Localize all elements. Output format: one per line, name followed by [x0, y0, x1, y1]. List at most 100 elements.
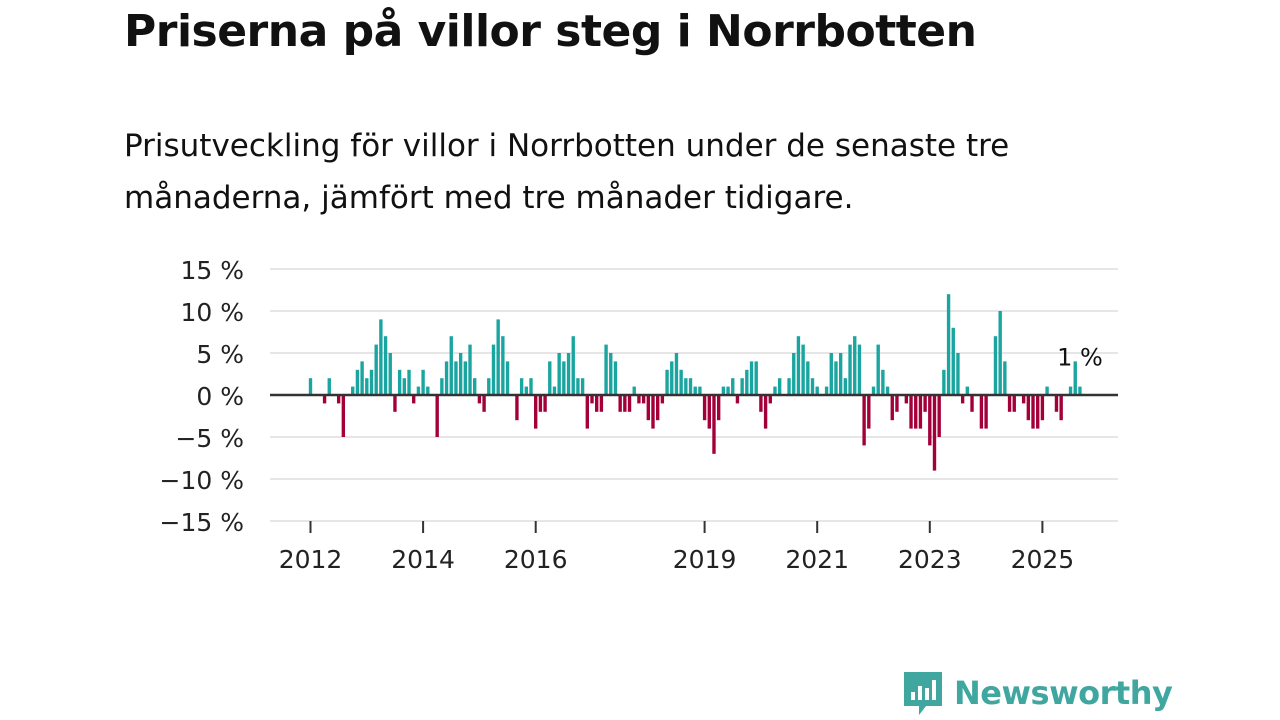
bar: [1031, 395, 1035, 429]
bar: [341, 395, 346, 437]
bar: [1007, 395, 1012, 412]
bar: [552, 386, 557, 395]
bar: [1059, 395, 1063, 421]
bar: [496, 319, 500, 395]
brand-name: Newsworthy: [954, 674, 1173, 712]
bar: [1036, 395, 1040, 429]
bar: [365, 378, 369, 395]
bar: [951, 327, 955, 395]
bar: [848, 344, 852, 395]
chart-subtitle: Prisutveckling för villor i Norrbotten u…: [124, 128, 1010, 216]
x-tick-label: 2023: [898, 545, 962, 574]
bar: [351, 386, 355, 395]
bar: [942, 369, 946, 395]
x-tick-label: 2014: [391, 545, 455, 574]
bar: [454, 361, 458, 395]
bar: [698, 386, 702, 395]
bar: [379, 319, 383, 395]
bar: [407, 369, 411, 395]
bar: [688, 378, 693, 395]
bar: [585, 395, 589, 429]
y-tick-label: 5 %: [196, 340, 244, 369]
bar: [731, 378, 735, 395]
bar: [909, 395, 913, 429]
bar: [355, 369, 360, 395]
bar: [979, 395, 984, 429]
bar: [1073, 361, 1077, 395]
bar: [383, 336, 388, 395]
bar: [374, 344, 378, 395]
bar: [1040, 395, 1045, 421]
bar: [796, 336, 801, 395]
brand-logo[interactable]: Newsworthy: [902, 668, 1173, 718]
bar: [838, 353, 843, 395]
bar-chart: 15 % 10 % 5 % 0 % −5 % −10 % −15 % 2012 2014 2016…: [160, 256, 1118, 574]
bar: [792, 353, 796, 395]
bar: [918, 395, 923, 429]
bar: [1021, 395, 1026, 404]
y-tick-label: −10 %: [160, 466, 244, 495]
y-tick-label: −15 %: [160, 508, 244, 537]
bar: [449, 336, 453, 395]
bar: [890, 395, 894, 421]
page-title: Priserna på villor steg i Norrbotten: [124, 6, 977, 57]
bar: [871, 386, 876, 395]
bar: [435, 395, 439, 437]
bar: [655, 395, 660, 421]
bar: [524, 386, 529, 395]
bar: [998, 311, 1002, 395]
bar: [529, 378, 533, 395]
bar: [463, 361, 468, 395]
bar: [618, 395, 622, 412]
bar: [824, 386, 829, 395]
bar: [745, 369, 749, 395]
bar: [458, 353, 463, 395]
bar: [843, 378, 848, 395]
bar: [557, 353, 561, 395]
bar: [937, 395, 941, 437]
bar: [735, 395, 740, 404]
bar: [336, 395, 341, 404]
bar: [646, 395, 650, 421]
bar: [904, 395, 909, 404]
bar: [806, 361, 810, 395]
y-tick-label: 15 %: [180, 256, 244, 285]
bar: [505, 361, 510, 395]
bar: [923, 395, 927, 412]
bar: [660, 395, 665, 404]
bar: [327, 378, 331, 395]
bar: [956, 353, 960, 395]
x-tick-label: 2012: [279, 545, 343, 574]
bar: [876, 344, 880, 395]
bar: [984, 395, 988, 429]
bar: [702, 395, 707, 421]
bar: [693, 386, 697, 395]
bar: [473, 378, 477, 395]
bar: [477, 395, 482, 404]
bar: [468, 344, 472, 395]
bar: [623, 395, 627, 412]
bar: [609, 353, 613, 395]
bar: [440, 378, 444, 395]
bar: [829, 353, 833, 395]
bar: [487, 378, 491, 395]
bar: [421, 369, 425, 395]
bar: [665, 369, 669, 395]
bar: [684, 378, 688, 395]
bar: [679, 369, 683, 395]
bar: [993, 336, 998, 395]
bar: [491, 344, 496, 395]
bar: [726, 386, 730, 395]
bar: [1078, 386, 1082, 395]
bar: [834, 361, 838, 395]
bar: [482, 395, 486, 412]
bar: [815, 386, 819, 395]
bar: [1045, 386, 1049, 395]
bar: [754, 361, 758, 395]
bar: [571, 336, 575, 395]
bar: [1068, 386, 1073, 395]
bar: [637, 395, 641, 404]
bar: [763, 395, 768, 429]
bar: [932, 395, 937, 471]
bar: [308, 378, 313, 395]
